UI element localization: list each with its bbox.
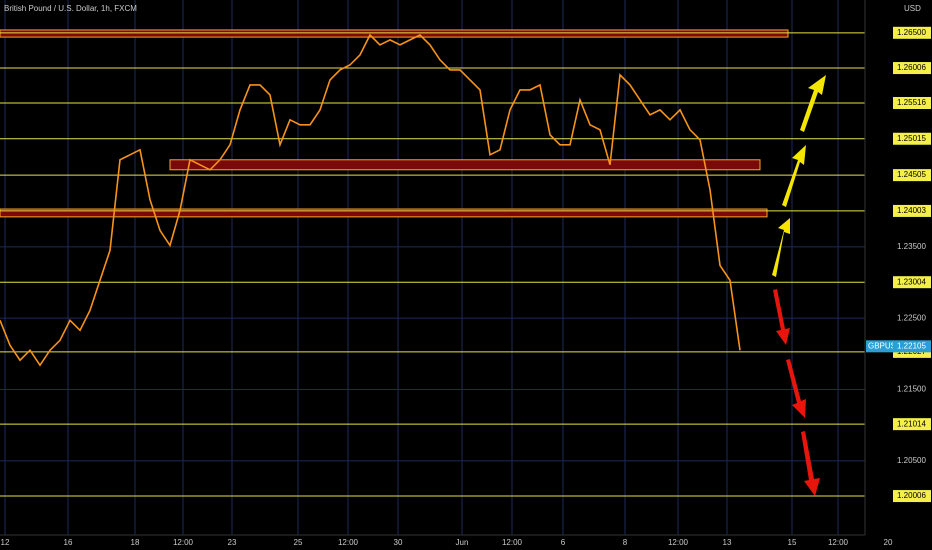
x-tick-label: 16 — [64, 538, 73, 547]
up-arrow — [782, 145, 806, 207]
level-label: 1.23004 — [897, 277, 926, 286]
level-label: 1.20006 — [897, 491, 926, 500]
x-tick-label: 12:00 — [828, 538, 849, 547]
down-arrow — [801, 431, 820, 496]
level-label-box — [893, 276, 931, 289]
y-tick-label: 1.20500 — [897, 456, 926, 465]
price-axis: 12 16 18 12:00 23 25 12:00 30 Jun 12:00 6 8 12:00 13 1… — [1, 26, 931, 547]
x-tick-label: Jun — [456, 538, 469, 547]
level-label: 1.24505 — [897, 170, 926, 179]
x-tick-label: 23 — [228, 538, 237, 547]
level-label: 1.25015 — [897, 134, 926, 143]
down-arrow — [773, 289, 790, 345]
last-price: 1.22105 — [897, 341, 926, 350]
zone — [0, 208, 768, 218]
zone — [169, 159, 761, 171]
x-tick-label: 12:00 — [668, 538, 689, 547]
chart-title: British Pound / U.S. Dollar, 1h, FXCM — [4, 4, 137, 13]
level-label-box — [893, 169, 931, 182]
level-label-box — [893, 204, 931, 217]
symbol-label: GBPUSD — [868, 341, 902, 350]
x-tick-label: 12:00 — [502, 538, 523, 547]
y-tick-label: 1.22500 — [897, 313, 926, 322]
y-tick-label: 1.21500 — [897, 385, 926, 394]
level-label-box — [893, 490, 931, 503]
level-label-box — [893, 26, 931, 39]
price-series — [0, 33, 741, 367]
x-tick-label: 12:00 — [173, 538, 194, 547]
symbol-box — [866, 340, 894, 353]
last-price-box — [893, 340, 931, 353]
x-tick-label: 25 — [294, 538, 303, 547]
level-label-box — [893, 418, 931, 431]
x-tick-label: 18 — [131, 538, 140, 547]
x-tick-label: 20 — [884, 538, 893, 547]
x-tick-label: 6 — [561, 538, 566, 547]
arrows — [772, 75, 826, 496]
level-label-box — [893, 132, 931, 145]
zone — [0, 29, 789, 38]
level-label: 1.26006 — [897, 63, 926, 72]
x-tick-label: 13 — [723, 538, 732, 547]
currency: USD — [904, 4, 921, 13]
zones — [0, 29, 789, 218]
level-label: 1.25516 — [897, 98, 926, 107]
x-tick-label: 8 — [623, 538, 628, 547]
down-arrow — [786, 359, 806, 418]
level-label: 1.21014 — [897, 419, 926, 428]
up-arrow — [772, 218, 790, 277]
x-tick-label: 15 — [788, 538, 797, 547]
levels — [0, 32, 865, 497]
x-tick-label: 12 — [1, 538, 10, 547]
y-tick-label: 1.23500 — [897, 242, 926, 251]
grid — [0, 0, 865, 535]
level-label: 1.26500 — [897, 28, 926, 37]
level-label: 1.24003 — [897, 206, 926, 215]
up-arrow — [800, 75, 826, 132]
x-tick-label: 12:00 — [338, 538, 359, 547]
price-line — [0, 33, 741, 367]
level-label-box — [893, 62, 931, 75]
level-label-box — [893, 97, 931, 110]
x-tick-label: 30 — [394, 538, 403, 547]
